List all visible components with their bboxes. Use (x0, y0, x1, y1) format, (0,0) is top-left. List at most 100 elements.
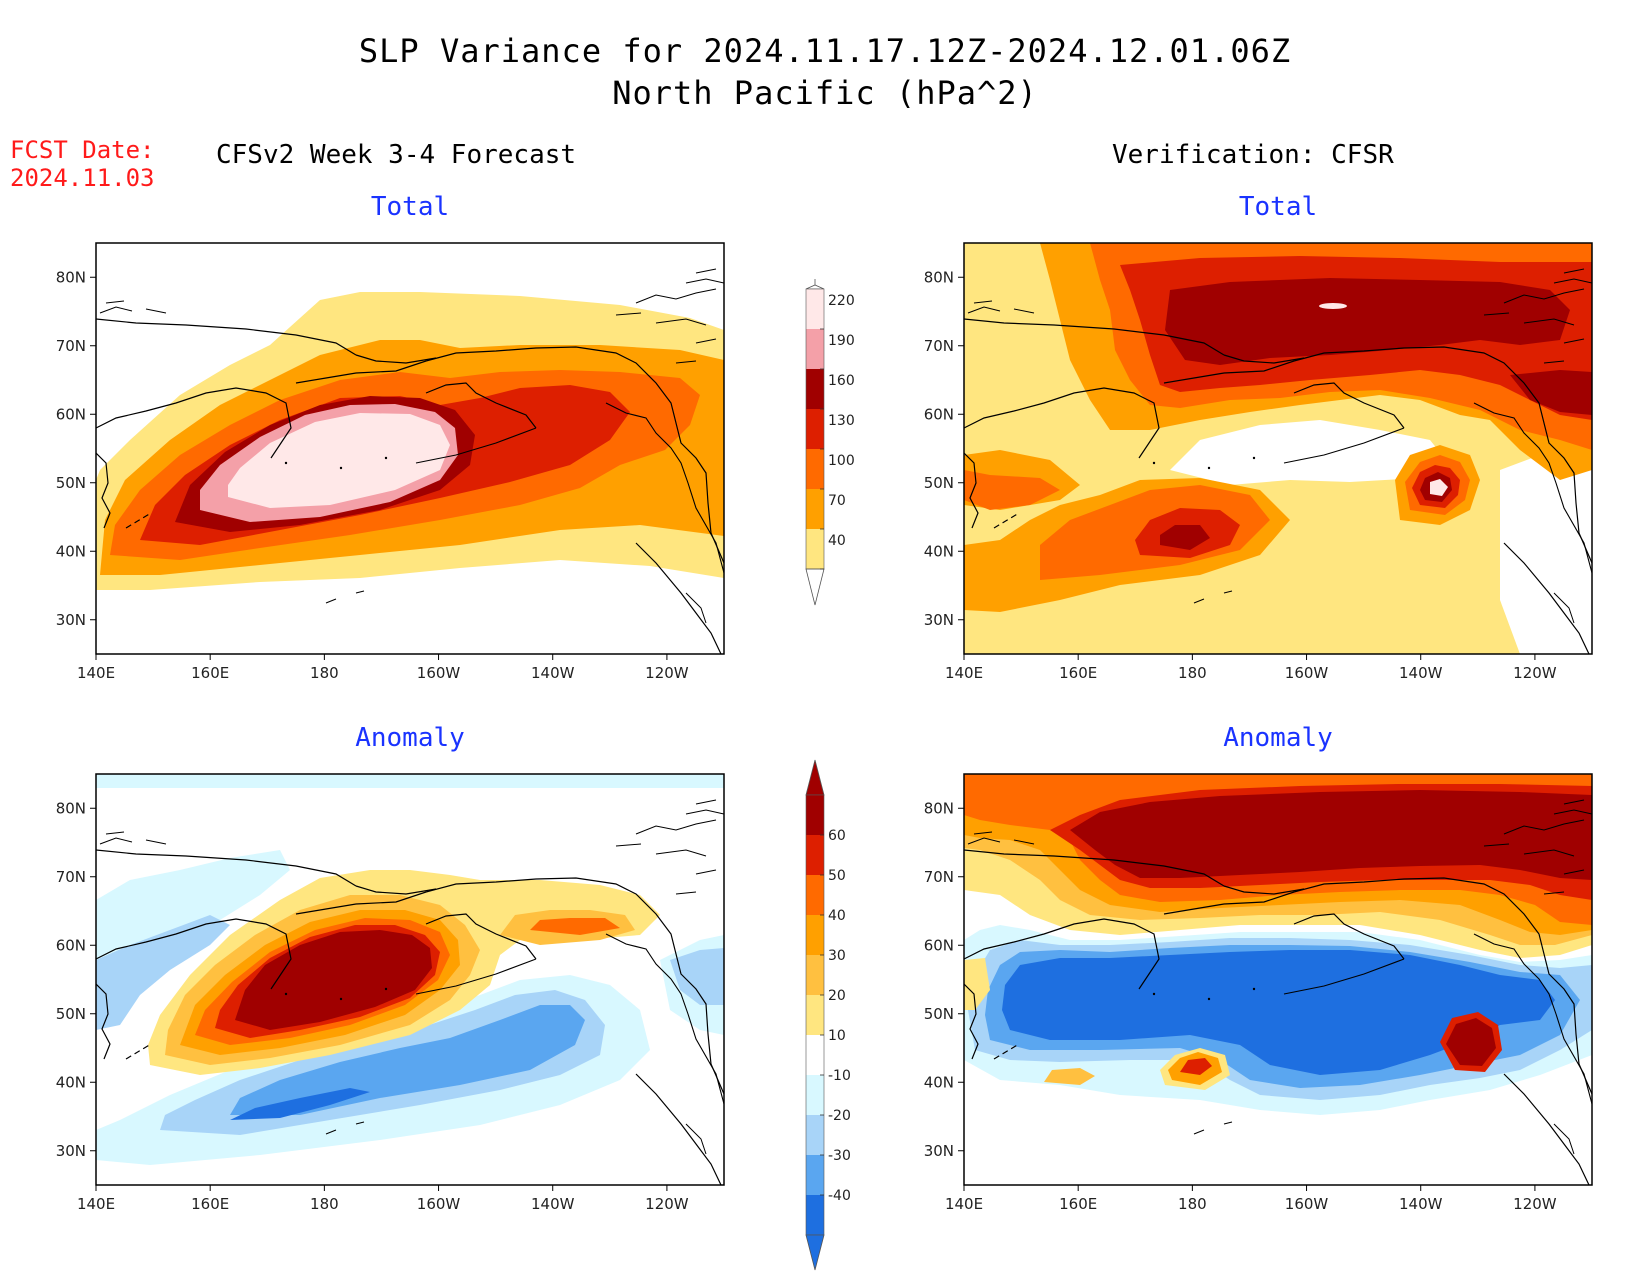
colorbar-segment (806, 955, 824, 995)
fill-pos-ring-60 (1446, 1018, 1496, 1066)
fill-white-region (1170, 420, 1450, 485)
colorbar-level-label: 40 (828, 908, 846, 924)
fill-neg30-south (230, 1005, 585, 1115)
colorbar-level-label: 50 (828, 868, 846, 884)
lat-tick-label: 40N (56, 542, 86, 560)
lon-tick-label: 160E (191, 664, 229, 682)
lat-tick-label: 50N (924, 474, 954, 492)
colorbar-segment (806, 1155, 824, 1195)
lon-tick-label: 140E (77, 664, 115, 682)
fcst-date-label: FCST Date: (10, 136, 155, 164)
main-title-line1: SLP Variance for 2024.11.17.12Z-2024.12.… (358, 32, 1292, 70)
verification-column-title: Verification: CFSR (1112, 140, 1394, 170)
fill-neg20-west (96, 915, 230, 1030)
colorbar-level-label: 220 (828, 293, 855, 309)
colorbar-segment (806, 915, 824, 955)
lon-tick-label: 120W (1513, 1195, 1557, 1213)
lon-tick-label: 140E (945, 664, 983, 682)
colorbar-level-label: 190 (828, 333, 855, 349)
main-title: SLP Variance for 2024.11.17.12Z-2024.12.… (0, 30, 1650, 114)
colorbar-level-label: -30 (828, 1148, 851, 1164)
lon-tick-label: 160W (1285, 1195, 1329, 1213)
lat-tick-label: 30N (56, 1142, 86, 1160)
lat-tick-label: 70N (56, 337, 86, 355)
colorbar-level-label: -10 (828, 1068, 851, 1084)
colorbar-level-label: 20 (828, 988, 846, 1004)
colorbar-level-label: 130 (828, 413, 855, 429)
colorbar-segment (806, 329, 824, 369)
colorbar-bottom-triangle (805, 568, 825, 606)
fill-220-ring (1430, 479, 1448, 496)
lat-tick-label: 60N (924, 405, 954, 423)
lon-tick-label: 180 (1178, 664, 1207, 682)
lon-tick-label: 140E (77, 1195, 115, 1213)
colorbar-level-label: 160 (828, 373, 855, 389)
lon-tick-label: 180 (1178, 1195, 1207, 1213)
lat-tick-label: 40N (56, 1073, 86, 1091)
lat-tick-label: 40N (924, 542, 954, 560)
fill-160-south (1160, 525, 1210, 550)
lat-tick-label: 60N (56, 405, 86, 423)
fill-190-spot (1319, 303, 1347, 309)
fill-neg10-west (96, 850, 290, 1030)
lat-tick-label: 80N (56, 799, 86, 817)
lat-tick-label: 80N (924, 799, 954, 817)
colorbar-level-label: 40 (828, 533, 846, 549)
lon-tick-label: 140W (531, 1195, 575, 1213)
colorbar-segment (806, 795, 824, 835)
lat-tick-label: 80N (56, 268, 86, 286)
colorbar-level-label: 70 (828, 493, 846, 509)
colorbar-segment (806, 289, 824, 329)
colorbar-level-label: 60 (828, 828, 846, 844)
lat-tick-label: 30N (56, 611, 86, 629)
lon-tick-label: 160W (1285, 664, 1329, 682)
lat-tick-label: 70N (924, 868, 954, 886)
lon-tick-label: 140W (531, 664, 575, 682)
colorbar-segment (806, 875, 824, 915)
lon-tick-label: 140E (945, 1195, 983, 1213)
colorbar-segment (806, 409, 824, 449)
main-title-line2: North Pacific (hPa^2) (612, 74, 1038, 112)
fill-pos-south-50 (1180, 1058, 1212, 1075)
colorbar-segment (806, 995, 824, 1035)
fill-40-east (530, 918, 620, 935)
fill-neg40 (1002, 950, 1555, 1075)
colorbar-segment (806, 529, 824, 569)
colorbar-anomaly: 60 50 40 30 20 10 -10 -20 -30 -40 (805, 759, 851, 1271)
lat-tick-label: 50N (56, 1005, 86, 1023)
lon-tick-label: 140W (1399, 1195, 1443, 1213)
colorbar-segment (806, 1035, 824, 1075)
fill-10-west (964, 958, 990, 1010)
fcst-date-value: 2024.11.03 (10, 164, 155, 192)
forecast-column-title: CFSv2 Week 3-4 Forecast (216, 140, 577, 170)
colorbar-top-triangle (805, 759, 825, 796)
fill-220 (228, 413, 450, 508)
lon-tick-label: 120W (645, 664, 689, 682)
axes-layer: 80N 70N 60N 50N 40N 30N 140E 160E 180 160W 140W 120… (56, 268, 1557, 1213)
colorbar-segment (806, 835, 824, 875)
lat-tick-label: 50N (924, 1005, 954, 1023)
fill-160-east (1510, 370, 1592, 415)
lon-tick-label: 160E (191, 1195, 229, 1213)
lon-tick-label: 160E (1059, 664, 1097, 682)
colorbar-segment (806, 1115, 824, 1155)
lat-tick-label: 30N (924, 1142, 954, 1160)
fill-pos-sw (1044, 1068, 1095, 1085)
lat-tick-label: 60N (924, 936, 954, 954)
fill-60 (235, 930, 432, 1030)
fill-160-north (1165, 278, 1570, 365)
fill-60-north (1070, 790, 1592, 880)
fill-white-east (1500, 455, 1592, 654)
colorbar-segment (806, 449, 824, 489)
map-verification-anomaly (963, 773, 1593, 1186)
lat-tick-label: 50N (56, 474, 86, 492)
lat-tick-label: 30N (924, 611, 954, 629)
lon-tick-label: 180 (310, 1195, 339, 1213)
colorbar-level-label: 100 (828, 453, 855, 469)
subtitle-verification-total: Total (1238, 192, 1318, 222)
lon-tick-label: 140W (1399, 664, 1443, 682)
fill-neg20-east (670, 948, 724, 1005)
colorbar-segment (806, 1075, 824, 1115)
colorbar-level-label: -40 (828, 1188, 851, 1204)
